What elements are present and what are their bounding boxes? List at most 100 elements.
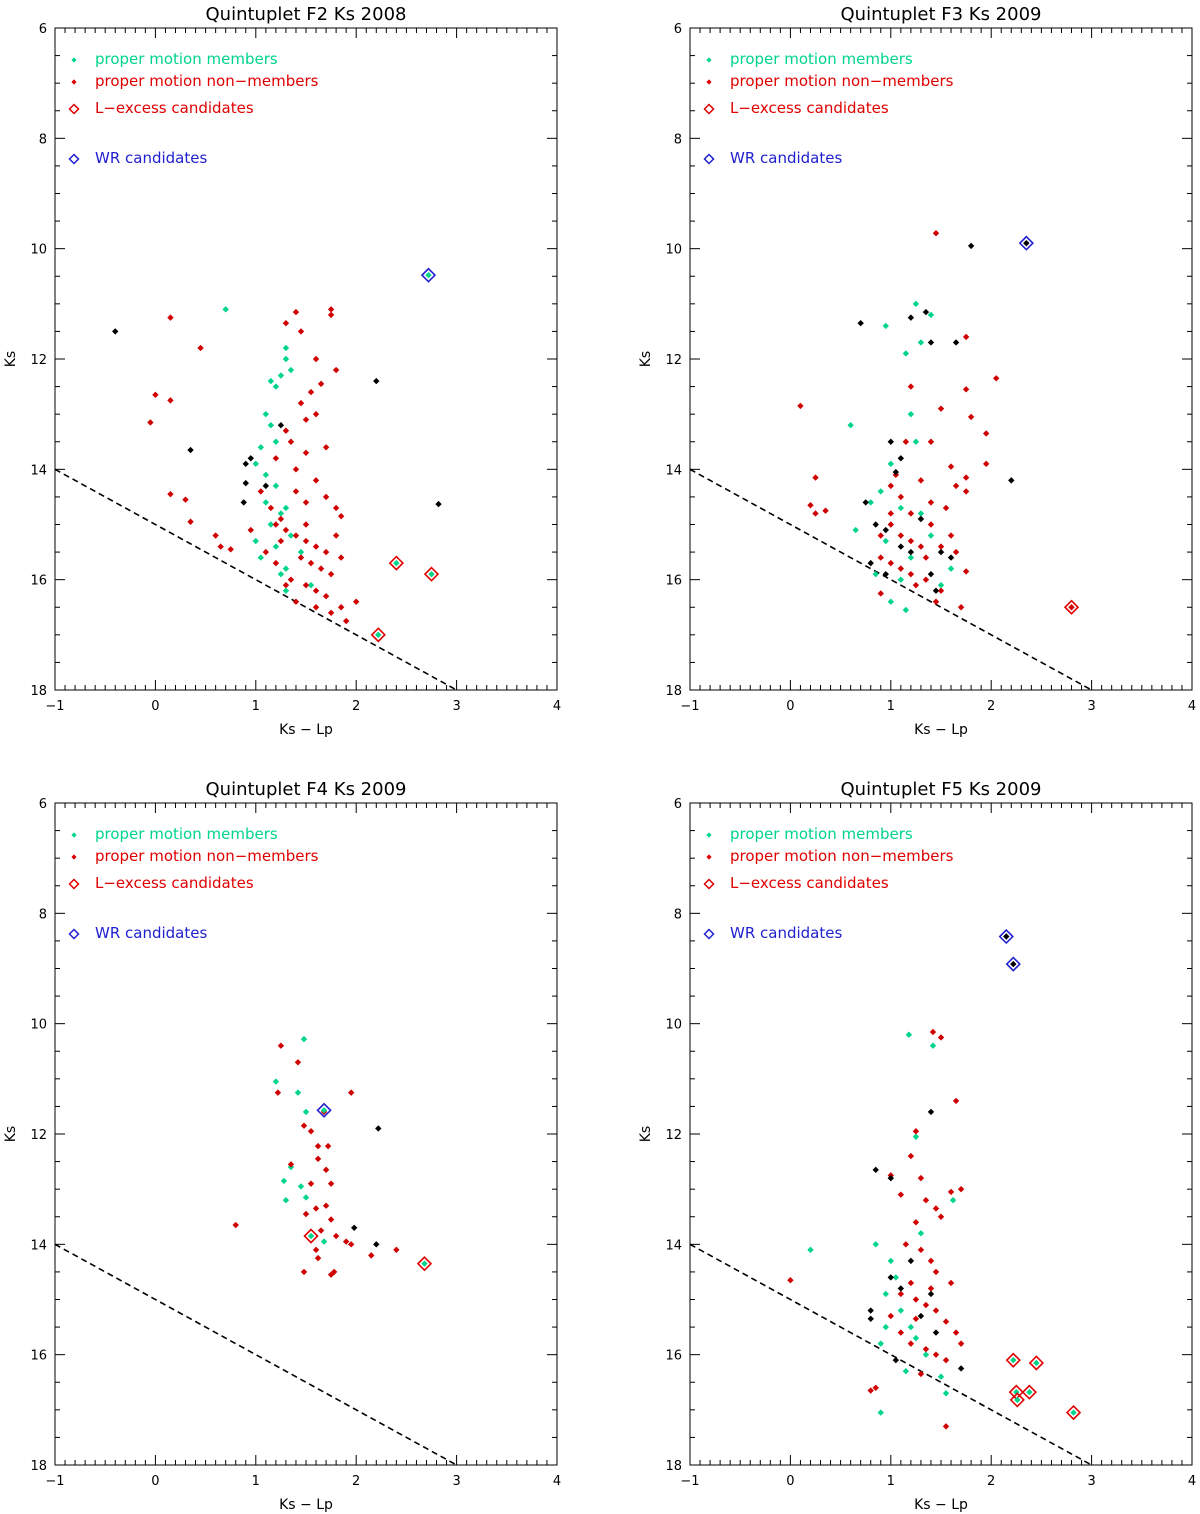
x-tick-label: 4 — [553, 1474, 561, 1489]
point-proper-motion-non-members — [312, 477, 320, 484]
point-proper-motion-non-members — [167, 490, 174, 498]
point-black-sources — [373, 377, 380, 385]
point-proper-motion-members — [277, 570, 285, 578]
legend-dot-icon — [706, 79, 712, 85]
point-black-sources — [967, 242, 975, 250]
point-proper-motion-members — [807, 1246, 814, 1254]
x-axis-label: Ks − Lp — [914, 722, 968, 738]
point-proper-motion-members — [262, 471, 270, 479]
point-proper-motion-non-members — [932, 1268, 940, 1276]
diamond-core-l-excess-candidates — [1013, 1388, 1020, 1396]
point-proper-motion-non-members — [294, 1059, 302, 1066]
point-black-sources — [917, 1312, 925, 1320]
point-proper-motion-non-members — [872, 1384, 879, 1391]
diamond-core-l-excess-candidates — [428, 570, 435, 578]
point-proper-motion-non-members — [917, 477, 925, 484]
x-tick-label: 2 — [987, 699, 995, 714]
diamond-core-l-excess-candidates — [1033, 1359, 1040, 1367]
point-proper-motion-non-members — [322, 1202, 330, 1209]
y-tick-label: 6 — [674, 797, 682, 812]
x-tick-label: 2 — [352, 699, 360, 714]
point-black-sources — [937, 548, 945, 556]
point-black-sources — [350, 1224, 358, 1231]
point-black-sources — [887, 1274, 894, 1281]
point-proper-motion-non-members — [922, 1197, 930, 1204]
point-proper-motion-members — [929, 1042, 937, 1049]
diamond-marker-l-excess-candidates — [1009, 1392, 1025, 1408]
point-proper-motion-non-members — [917, 1246, 925, 1254]
point-proper-motion-non-members — [887, 510, 894, 517]
point-proper-motion-non-members — [917, 543, 925, 550]
point-proper-motion-non-members — [932, 230, 940, 237]
point-proper-motion-non-members — [942, 504, 950, 512]
diamond-marker-l-excess-candidates — [1065, 1404, 1082, 1421]
point-proper-motion-non-members — [317, 380, 325, 388]
point-proper-motion-members — [922, 1351, 930, 1358]
point-proper-motion-non-members — [932, 1307, 940, 1314]
diamond-marker-wr-candidates — [1005, 956, 1021, 972]
point-proper-motion-members — [937, 581, 945, 589]
point-proper-motion-non-members — [277, 515, 285, 523]
point-proper-motion-members — [282, 565, 290, 572]
legend-dot-icon — [71, 57, 77, 63]
point-proper-motion-members — [867, 499, 874, 506]
point-proper-motion-non-members — [302, 1210, 310, 1218]
point-proper-motion-members — [887, 460, 894, 468]
point-black-sources — [947, 554, 955, 561]
point-proper-motion-members — [222, 306, 229, 313]
point-proper-motion-non-members — [327, 1271, 335, 1278]
diamond-marker-wr-candidates — [420, 267, 437, 283]
point-proper-motion-non-members — [262, 548, 270, 556]
point-proper-motion-members — [949, 1197, 957, 1204]
point-proper-motion-non-members — [932, 1351, 940, 1358]
diamond-marker-l-excess-candidates — [416, 1256, 433, 1272]
x-tick-label: 1 — [887, 699, 895, 714]
point-proper-motion-non-members — [167, 314, 174, 321]
diamond-core-l-excess-candidates — [393, 559, 400, 567]
legend: proper motion members proper motion non−m… — [68, 50, 319, 167]
point-proper-motion-non-members — [297, 554, 305, 561]
point-proper-motion-members — [280, 1177, 288, 1185]
point-proper-motion-non-members — [887, 482, 894, 490]
point-proper-motion-members — [872, 570, 879, 578]
point-black-sources — [922, 308, 930, 316]
point-proper-motion-members — [902, 1368, 910, 1375]
point-proper-motion-non-members — [393, 1246, 400, 1254]
point-black-sources — [927, 339, 935, 346]
point-proper-motion-non-members — [282, 427, 290, 434]
y-tick-label: 12 — [30, 353, 47, 368]
point-proper-motion-non-members — [330, 1268, 338, 1276]
diamond-core-l-excess-candidates — [375, 631, 382, 639]
point-proper-motion-members — [947, 565, 955, 572]
y-tick-label: 18 — [30, 1459, 47, 1474]
legend-diamond-icon — [68, 928, 80, 940]
y-tick-label: 10 — [665, 1018, 682, 1033]
point-proper-motion-non-members — [314, 1142, 322, 1150]
point-proper-motion-members — [937, 1373, 945, 1380]
point-proper-motion-non-members — [912, 1315, 920, 1323]
point-proper-motion-non-members — [272, 559, 280, 567]
point-proper-motion-non-members — [897, 1290, 905, 1298]
point-proper-motion-members — [942, 1390, 950, 1397]
diamond-core-l-excess-candidates — [1014, 1396, 1021, 1404]
legend-diamond-icon — [703, 153, 715, 165]
point-proper-motion-non-members — [867, 1387, 874, 1394]
point-proper-motion-non-members — [922, 554, 930, 561]
point-proper-motion-non-members — [312, 604, 320, 611]
point-proper-motion-non-members — [787, 1276, 794, 1284]
point-proper-motion-members — [272, 482, 280, 490]
chart-title: Quintuplet F2 Ks 2008 — [206, 4, 407, 25]
y-tick-label: 14 — [665, 463, 682, 478]
point-proper-motion-non-members — [897, 565, 905, 572]
point-proper-motion-members — [902, 606, 910, 614]
legend-diamond-icon — [68, 153, 80, 165]
point-proper-motion-members — [272, 543, 280, 550]
point-black-sources — [882, 570, 889, 578]
point-proper-motion-non-members — [907, 1152, 915, 1160]
legend-label: proper motion non−members — [730, 847, 954, 865]
point-proper-motion-non-members — [912, 1128, 920, 1135]
point-proper-motion-non-members — [927, 499, 935, 506]
point-black-sources — [277, 422, 285, 429]
point-proper-motion-non-members — [907, 537, 915, 545]
point-proper-motion-non-members — [147, 419, 154, 426]
